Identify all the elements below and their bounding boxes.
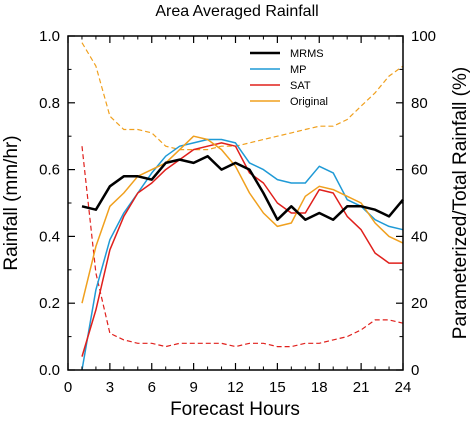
legend-label-mp: MP bbox=[290, 64, 307, 76]
x-tick-label: 24 bbox=[395, 379, 412, 396]
legend-label-original: Original bbox=[290, 96, 328, 108]
dashed-series-line-1 bbox=[81, 146, 404, 348]
y-tick-label: 1.0 bbox=[39, 28, 60, 45]
y-tick-label: 0.4 bbox=[39, 228, 60, 245]
x-tick-label: 0 bbox=[64, 379, 72, 396]
plot-area bbox=[81, 42, 404, 371]
y2-tick-label: 0 bbox=[411, 362, 419, 379]
legend-label-mrms: MRMS bbox=[290, 48, 324, 60]
y2-tick-label: 40 bbox=[411, 228, 428, 245]
y-tick-label: 0.0 bbox=[39, 362, 60, 379]
dashed-series-line-0 bbox=[81, 42, 404, 151]
axis-ticks bbox=[67, 35, 404, 371]
y2-tick-label: 100 bbox=[411, 28, 436, 45]
y2-tick-label: 20 bbox=[411, 295, 428, 312]
x-tick-label: 6 bbox=[148, 379, 156, 396]
x-tick-label: 21 bbox=[353, 379, 370, 396]
legend-label-sat: SAT bbox=[290, 80, 311, 92]
y2-tick-label: 60 bbox=[411, 162, 428, 179]
x-tick-label: 18 bbox=[311, 379, 328, 396]
x-axis-label: Forecast Hours bbox=[170, 399, 300, 420]
y-tick-label: 0.2 bbox=[39, 295, 60, 312]
series-line-mp bbox=[81, 138, 404, 371]
x-tick-label: 12 bbox=[227, 379, 244, 396]
axis-tick-labels: 0 3 6 9 12 15 18 21 24 0.0 0.2 0.4 0.6 0.8 1.0 0 20 40 60 8… bbox=[39, 28, 436, 396]
y-tick-label: 0.6 bbox=[39, 162, 60, 179]
series-line-mrms bbox=[81, 154, 404, 221]
chart-title: Area Averaged Rainfall bbox=[155, 3, 318, 20]
y2-tick-label: 80 bbox=[411, 95, 428, 112]
series-line-original bbox=[81, 135, 404, 304]
x-tick-label: 9 bbox=[189, 379, 197, 396]
y2-axis-label: Parameterized/Total Rainfall (%) bbox=[450, 67, 471, 339]
series-line-sat bbox=[81, 142, 403, 357]
x-tick-label: 15 bbox=[269, 379, 286, 396]
y-axis-label: Rainfall (mm/hr) bbox=[1, 135, 22, 270]
y-tick-label: 0.8 bbox=[39, 95, 60, 112]
x-tick-label: 3 bbox=[106, 379, 114, 396]
legend: MRMS MP SAT Original bbox=[250, 48, 328, 108]
